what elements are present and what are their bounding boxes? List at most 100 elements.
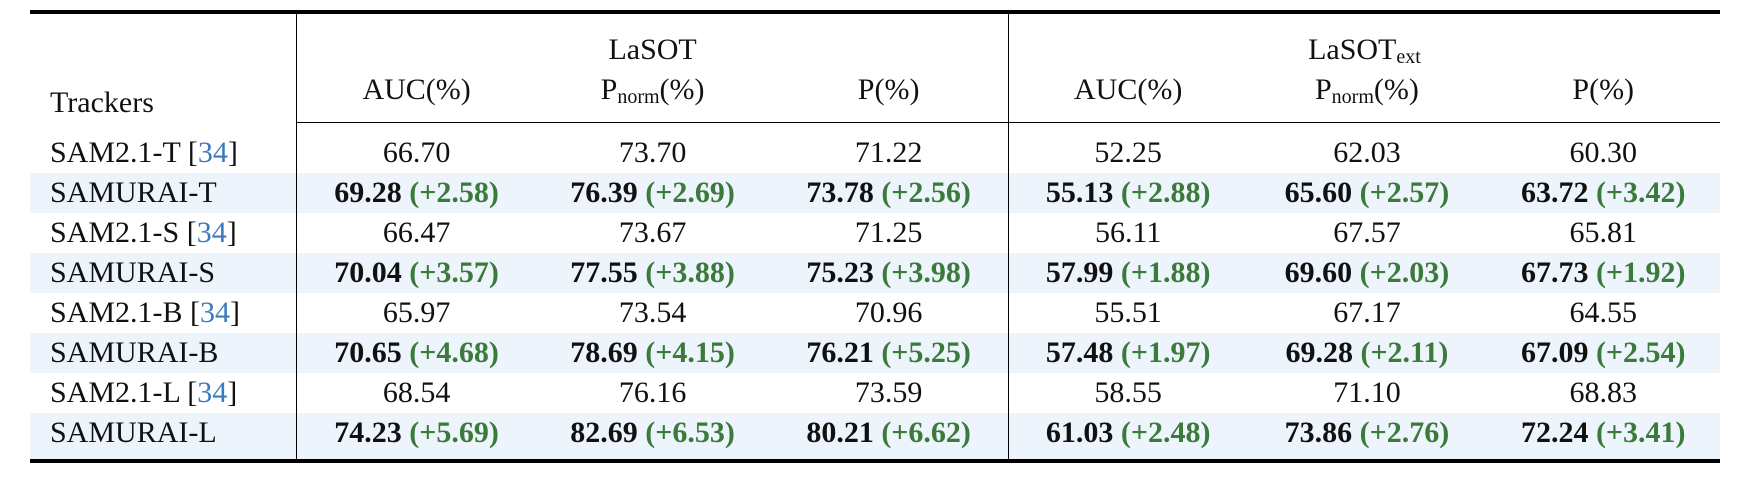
metric-delta: (+2.58): [409, 176, 499, 209]
metric-cell: 67.09 (+2.54): [1486, 333, 1720, 373]
metric-cell: 55.13 (+2.88): [1007, 173, 1248, 213]
metric-value: 71.10: [1333, 376, 1401, 409]
metric-value: 70.96: [854, 296, 923, 329]
metric-value: 57.99: [1045, 256, 1114, 289]
tracker-name-cell: SAMURAI-B: [30, 333, 297, 373]
tracker-name-cell: SAM2.1-B [34]: [30, 293, 297, 333]
metric-value: 60.30: [1569, 136, 1637, 169]
table-row: SAM2.1-B [34] 65.97 73.54 70.96 55.51 67.17 64…: [30, 293, 1720, 333]
citation-bracket: ]: [227, 376, 238, 409]
metric-cell: 77.55 (+3.88): [535, 253, 770, 293]
metric-value: 75.23: [806, 256, 874, 289]
metric-delta: (+6.62): [881, 416, 971, 449]
metric-value: 73.59: [854, 376, 923, 409]
citation-link[interactable]: 34: [200, 296, 231, 329]
metric-cell: 67.73 (+1.92): [1486, 253, 1720, 293]
results-table-container: Trackers LaSOT LaSOText AUC(%) Pnorm(%) …: [30, 10, 1720, 463]
metric-header-pnorm-lasot: Pnorm(%): [535, 70, 770, 123]
group-header-lasot-label: LaSOT: [608, 33, 697, 66]
citation-bracket: [: [179, 376, 198, 409]
metric-header-p-lasot: P(%): [769, 70, 1009, 123]
metric-cell: 71.10: [1247, 373, 1486, 413]
metric-delta: (+1.88): [1120, 256, 1211, 289]
table-row: SAM2.1-L [34] 68.54 76.16 73.59 58.55 71.10 68…: [30, 373, 1720, 413]
metric-cell: 65.81: [1486, 213, 1720, 253]
tracker-name: SAM2.1-S: [50, 216, 180, 249]
metric-value: 67.17: [1333, 296, 1401, 329]
metric-cell: 66.70: [296, 122, 536, 173]
group-header-lasot-ext-label: LaSOT: [1308, 33, 1397, 66]
metric-cell: 71.25: [769, 213, 1008, 253]
metric-cell: 73.54: [536, 293, 769, 333]
citation-link[interactable]: 34: [197, 376, 228, 409]
metric-cell: 67.57: [1247, 213, 1486, 253]
metric-cell: 57.48 (+1.97): [1007, 333, 1248, 373]
pnorm-suffix: (%): [659, 73, 705, 106]
metric-cell: 57.99 (+1.88): [1007, 253, 1248, 293]
header-row-metrics: AUC(%) Pnorm(%) P(%) AUC(%) Pnorm(%) P(%…: [30, 70, 1720, 123]
metric-value: 78.69: [570, 336, 638, 369]
table-body: SAM2.1-T [34] 66.70 73.70 71.22 52.25 62.03 60…: [30, 122, 1720, 463]
citation-link[interactable]: 34: [196, 216, 227, 249]
citation-link[interactable]: 34: [197, 135, 228, 169]
metric-delta: (+6.53): [645, 416, 735, 449]
metric-value: 71.22: [854, 136, 923, 169]
table-row: SAM2.1-T [34] 66.70 73.70 71.22 52.25 62.03 60…: [30, 122, 1720, 174]
metric-value: 67.73: [1520, 256, 1589, 289]
trackers-header: Trackers: [30, 10, 297, 123]
metric-header-p-lasot-ext: P(%): [1486, 70, 1720, 123]
metric-cell: 69.28 (+2.58): [296, 173, 536, 213]
metric-value: 58.55: [1094, 376, 1162, 409]
metric-delta: (+2.03): [1359, 256, 1450, 289]
metric-cell: 70.96: [769, 293, 1008, 333]
metric-value: 73.86: [1284, 416, 1353, 449]
metric-value: 76.21: [806, 336, 874, 369]
metric-value: 64.55: [1569, 296, 1637, 329]
tracker-name: SAMURAI-S: [50, 256, 216, 289]
citation-bracket: [: [182, 296, 201, 329]
metric-cell: 71.22: [769, 123, 1008, 174]
metric-cell: 67.17: [1247, 293, 1486, 333]
metric-delta: (+4.68): [409, 336, 499, 369]
metric-cell: 73.67: [536, 213, 769, 253]
metric-cell: 69.28 (+2.11): [1247, 333, 1487, 373]
group-header-lasot-ext-sub: ext: [1396, 46, 1421, 68]
metric-value: 52.25: [1094, 136, 1162, 169]
metric-value: 57.48: [1045, 336, 1114, 369]
metric-value: 65.81: [1569, 216, 1637, 249]
metric-delta: (+2.54): [1595, 336, 1686, 369]
metric-value: 71.25: [854, 216, 923, 249]
metric-value: 82.69: [570, 416, 638, 449]
metric-value: 66.47: [382, 216, 451, 249]
metric-value: 65.60: [1284, 176, 1353, 209]
tracker-name: SAMURAI-B: [50, 336, 219, 369]
table-row: SAM2.1-S [34] 66.47 73.67 71.25 56.11 67.57 65…: [30, 213, 1720, 253]
metric-value: 80.21: [806, 416, 874, 449]
metric-delta: (+3.57): [409, 256, 499, 289]
metric-cell: 58.55: [1007, 373, 1248, 413]
tracker-name-cell: SAMURAI-S: [30, 253, 297, 293]
metric-value: 63.72: [1520, 176, 1589, 209]
metric-value: 55.13: [1045, 176, 1114, 209]
tracker-name-cell: SAMURAI-L: [30, 413, 297, 463]
citation-bracket: [: [179, 216, 197, 249]
tracker-name: SAMURAI-L: [50, 416, 217, 449]
group-header-lasot: LaSOT: [296, 10, 1009, 70]
metric-cell: 76.21 (+5.25): [769, 333, 1009, 373]
metric-cell: 70.04 (+3.57): [296, 253, 536, 293]
metric-value: 68.54: [382, 376, 451, 409]
metric-value: 69.60: [1284, 256, 1353, 289]
metric-value: 73.78: [806, 176, 874, 209]
metric-cell: 72.24 (+3.41): [1486, 413, 1720, 463]
metric-cell: 68.54: [296, 373, 536, 413]
metric-delta: (+3.42): [1595, 176, 1686, 209]
metric-cell: 73.70: [536, 123, 769, 174]
metric-cell: 73.59: [769, 373, 1008, 413]
metric-cell: 65.97: [296, 293, 536, 333]
metric-value: 56.11: [1094, 216, 1162, 249]
citation-bracket: ]: [227, 135, 238, 169]
metric-cell: 64.55: [1486, 293, 1720, 333]
metric-header-pnorm-lasot-ext: Pnorm(%): [1247, 70, 1487, 123]
table-row: SAMURAI-L 74.23 (+5.69) 82.69 (+6.53) 80.21…: [30, 413, 1720, 463]
metric-value: 69.28: [1285, 336, 1353, 369]
